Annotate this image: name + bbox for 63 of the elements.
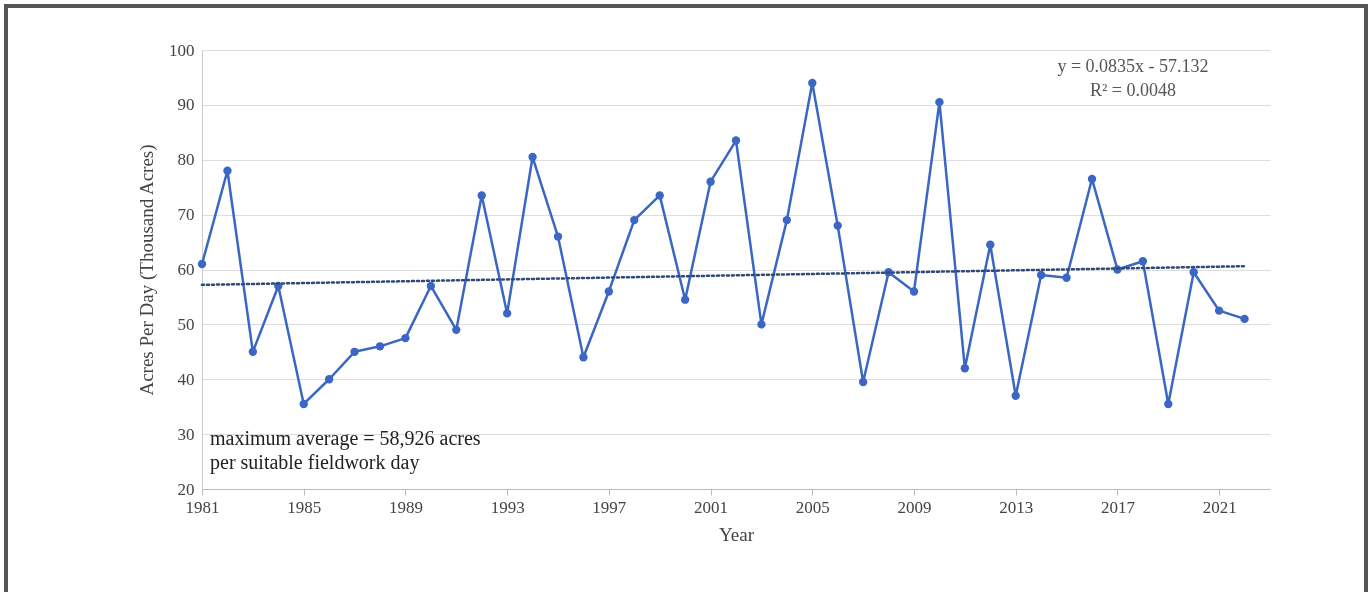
- point: [1087, 174, 1097, 184]
- point: [1062, 273, 1071, 282]
- annotation: y = 0.0835x - 57.132 R² = 0.0048: [1057, 56, 1209, 100]
- point: [350, 347, 359, 356]
- point: [452, 325, 461, 335]
- y-tick-label: 40: [177, 369, 195, 389]
- point: [960, 364, 970, 373]
- point: [909, 287, 919, 296]
- x-tick-label: 2001: [694, 497, 729, 517]
- x-tick-label: 2013: [999, 497, 1034, 517]
- point: [604, 287, 614, 296]
- point: [324, 375, 334, 384]
- point: [986, 240, 995, 249]
- point: [1138, 257, 1148, 266]
- point: [1189, 268, 1198, 277]
- annotation: maximum average = 58,926 acres per suitable fieldwork day: [210, 427, 481, 474]
- point: [833, 221, 842, 230]
- y-tick-label: 100: [169, 40, 195, 60]
- x-axis-title: Year: [718, 523, 755, 545]
- point: [1036, 270, 1046, 280]
- point: [1164, 399, 1173, 409]
- point: [401, 333, 410, 343]
- y-tick-label: 70: [177, 205, 195, 225]
- x-tick-label: 2017: [1100, 497, 1136, 517]
- point: [197, 259, 207, 269]
- y-tick-label: 60: [177, 260, 195, 279]
- point: [502, 309, 512, 318]
- point: [731, 136, 741, 145]
- y-axis-title: Acres Per Day (Thousand Acres): [136, 144, 158, 396]
- y-tick-label: 30: [177, 424, 195, 444]
- point: [680, 295, 690, 304]
- point: [528, 152, 537, 162]
- point: [248, 347, 258, 356]
- y-tick-label: 50: [177, 314, 195, 334]
- point: [553, 232, 563, 241]
- point: [1214, 306, 1224, 315]
- x-tick-label: 1981: [185, 497, 220, 517]
- point: [757, 320, 766, 329]
- point: [477, 191, 486, 200]
- point: [1240, 314, 1249, 324]
- point: [782, 215, 792, 225]
- point: [426, 281, 436, 291]
- x-tick-label: 2009: [897, 497, 932, 517]
- x-tick-label: 1989: [388, 497, 423, 517]
- y-tick-label: 80: [177, 150, 195, 170]
- point: [706, 177, 715, 186]
- y-tick-label: 20: [177, 479, 195, 499]
- point: [630, 215, 639, 225]
- x-tick-label: 1993: [490, 497, 525, 517]
- point: [375, 342, 385, 351]
- x-tick-label: 1997: [592, 497, 627, 517]
- point: [655, 191, 664, 200]
- point: [858, 377, 868, 387]
- y-tick-label: 90: [177, 95, 195, 115]
- point: [808, 78, 817, 88]
- point: [223, 166, 232, 175]
- point: [1011, 391, 1020, 400]
- x-tick-label: 1985: [287, 497, 322, 517]
- point: [935, 97, 944, 107]
- x-tick-label: 2021: [1202, 497, 1237, 517]
- point: [579, 353, 588, 362]
- x-tick-label: 2005: [795, 497, 830, 517]
- point: [299, 399, 308, 409]
